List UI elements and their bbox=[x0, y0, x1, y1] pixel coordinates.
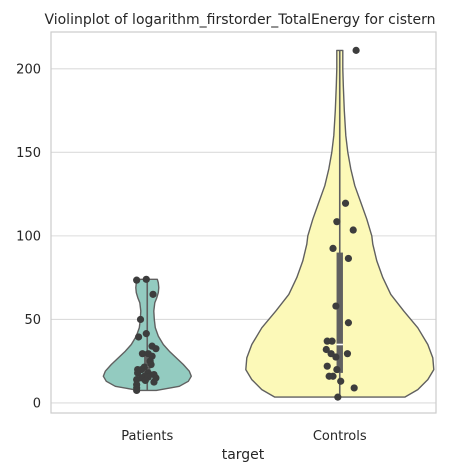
data-point bbox=[133, 276, 141, 284]
data-point bbox=[142, 330, 150, 338]
x-tick-labels: Patients Controls bbox=[121, 429, 367, 444]
data-point bbox=[325, 372, 333, 380]
data-point bbox=[152, 345, 160, 353]
x-axis-label: target bbox=[222, 447, 265, 463]
data-point bbox=[138, 350, 147, 358]
y-tick-label: 0 bbox=[33, 396, 41, 411]
data-point bbox=[328, 337, 336, 345]
x-tick-label: Controls bbox=[313, 429, 367, 444]
data-point bbox=[147, 360, 155, 369]
violin-iqr-box bbox=[336, 252, 343, 373]
data-point bbox=[136, 315, 145, 324]
y-tick-label: 200 bbox=[16, 62, 41, 77]
data-point bbox=[333, 218, 341, 226]
data-point bbox=[134, 369, 142, 377]
data-point bbox=[343, 350, 352, 358]
data-point bbox=[334, 393, 342, 401]
data-point bbox=[142, 275, 150, 283]
chart-title: Violinplot of logarithm_firstorder_Total… bbox=[44, 12, 435, 28]
data-point bbox=[352, 46, 360, 54]
data-point bbox=[341, 199, 350, 207]
data-point bbox=[337, 377, 345, 385]
data-point bbox=[133, 386, 141, 395]
data-point bbox=[322, 345, 330, 354]
data-point bbox=[344, 254, 353, 263]
y-tick-label: 150 bbox=[16, 146, 41, 161]
data-point bbox=[332, 302, 340, 310]
data-point bbox=[344, 319, 353, 327]
data-point bbox=[350, 384, 358, 392]
y-tick-label: 100 bbox=[16, 229, 41, 244]
y-tick-labels: 0 50 100 150 200 bbox=[16, 62, 41, 411]
data-point bbox=[332, 353, 340, 361]
x-tick-label: Patients bbox=[121, 429, 173, 444]
y-tick-label: 50 bbox=[24, 313, 41, 328]
plot-frame bbox=[50, 31, 437, 414]
data-point bbox=[349, 226, 357, 234]
data-point bbox=[133, 375, 141, 384]
data-point bbox=[150, 378, 158, 386]
data-point bbox=[134, 333, 143, 341]
data-points bbox=[133, 46, 360, 401]
data-point bbox=[333, 365, 341, 374]
data-point bbox=[141, 376, 149, 385]
data-point bbox=[329, 244, 337, 253]
data-point bbox=[323, 362, 331, 370]
data-point bbox=[149, 290, 157, 298]
